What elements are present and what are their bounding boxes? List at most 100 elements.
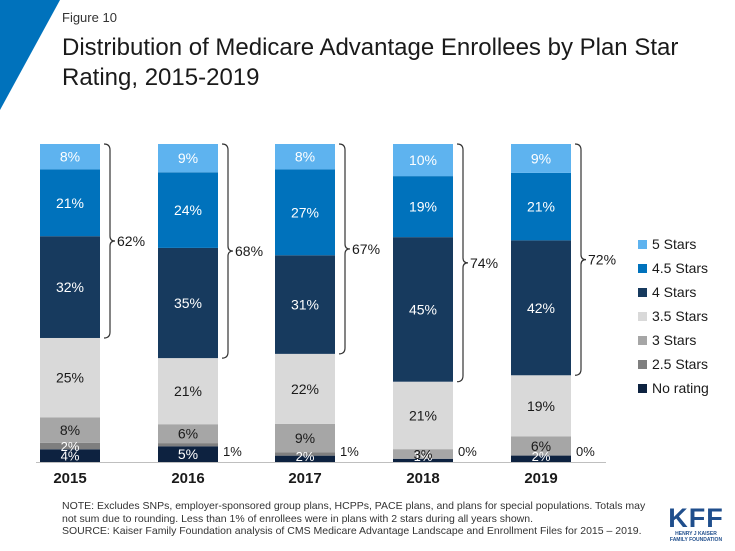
- data-label: 32%: [56, 279, 84, 295]
- legend-label: 2.5 Stars: [652, 356, 709, 372]
- source-text: SOURCE: Kaiser Family Foundation analysi…: [62, 525, 642, 537]
- bar-segment: [511, 144, 571, 173]
- data-label: 8%: [60, 422, 80, 438]
- data-label: 22%: [291, 381, 319, 397]
- x-tick-label: 2016: [171, 470, 204, 487]
- legend-item: 4.5 Stars: [638, 256, 709, 280]
- x-tick-label: 2017: [288, 470, 321, 487]
- bar-segment: [275, 144, 335, 170]
- four-plus-bracket: [574, 143, 587, 376]
- bar-segment: [40, 144, 100, 170]
- chart-title: Distribution of Medicare Advantage Enrol…: [62, 34, 679, 91]
- bar-segment: [393, 237, 453, 382]
- bar-segment: [275, 455, 335, 462]
- bar-segment: [158, 247, 218, 359]
- bar-segment: [393, 144, 453, 177]
- data-label: 2%: [61, 439, 80, 454]
- bar-segment: [158, 358, 218, 425]
- four-plus-bracket: [338, 143, 351, 355]
- data-label: 27%: [291, 204, 319, 220]
- bar-segment: [40, 449, 100, 462]
- bar-segment: [40, 442, 100, 450]
- outside-label: 0%: [576, 444, 595, 459]
- four-plus-total: 67%: [352, 241, 380, 257]
- bar-segment: [393, 381, 453, 450]
- data-label: 10%: [409, 152, 437, 168]
- data-label: 24%: [174, 202, 202, 218]
- bar-segment: [393, 449, 453, 459]
- bar-segment: [40, 337, 100, 418]
- data-label: 21%: [409, 407, 437, 423]
- logo-sub-1: HENRY J KAISER: [675, 531, 717, 537]
- legend-swatch: [638, 263, 647, 273]
- data-label: 19%: [527, 398, 555, 414]
- figure-label: Figure 10: [62, 10, 117, 25]
- data-label: 21%: [527, 199, 555, 215]
- four-plus-bracket: [103, 143, 116, 339]
- legend-swatch: [638, 287, 647, 297]
- kff-logo: KFF HENRY J KAISER FAMILY FOUNDATION: [665, 503, 727, 544]
- data-label: 35%: [174, 295, 202, 311]
- four-plus-total: 72%: [588, 252, 616, 268]
- bar-segment: [511, 240, 571, 376]
- legend: 5 Stars 4.5 Stars 4 Stars 3.5 Stars 3 Stars 2…: [638, 232, 709, 400]
- data-label: 21%: [174, 383, 202, 399]
- legend-swatch: [638, 359, 647, 369]
- data-label: 8%: [60, 149, 80, 165]
- data-label: 31%: [291, 297, 319, 313]
- data-label: 21%: [56, 195, 84, 211]
- four-plus-total: 74%: [470, 255, 498, 271]
- outside-label: 1%: [340, 444, 359, 459]
- bar-segment: [511, 455, 571, 462]
- four-plus-total: 68%: [235, 243, 263, 259]
- logo-mark: KFF: [668, 503, 724, 533]
- data-label: 1%: [414, 449, 433, 464]
- data-label: 25%: [56, 370, 84, 386]
- bar-segment: [393, 458, 453, 462]
- legend-item: 5 Stars: [638, 232, 709, 256]
- bar-segment: [275, 353, 335, 424]
- bar-segment: [158, 443, 218, 447]
- bar-segment: [511, 375, 571, 437]
- legend-label: No rating: [652, 380, 709, 396]
- data-label: 9%: [531, 150, 551, 166]
- bar-segment: [511, 172, 571, 241]
- data-label: 8%: [295, 149, 315, 165]
- corner-accent: [0, 0, 60, 110]
- data-label: 6%: [531, 438, 551, 454]
- legend-swatch: [638, 335, 647, 345]
- outside-label: 1%: [223, 444, 242, 459]
- data-label: 9%: [295, 430, 315, 446]
- footnote: NOTE: Excludes SNPs, employer-sponsored …: [62, 500, 662, 538]
- bar-segment: [158, 172, 218, 248]
- legend-swatch: [638, 311, 647, 321]
- outside-label: 0%: [458, 444, 477, 459]
- data-label: 3%: [414, 447, 433, 462]
- data-label: 4%: [61, 449, 80, 464]
- bar-segment: [275, 452, 335, 456]
- x-tick-label: 2019: [524, 470, 557, 487]
- data-label: 2%: [532, 449, 551, 464]
- legend-item: 3.5 Stars: [638, 304, 709, 328]
- legend-item: 3 Stars: [638, 328, 709, 352]
- bar-segment: [393, 176, 453, 238]
- legend-item: 2.5 Stars: [638, 352, 709, 376]
- bar-segment: [40, 236, 100, 338]
- legend-label: 4 Stars: [652, 284, 697, 300]
- legend-label: 4.5 Stars: [652, 260, 709, 276]
- data-label: 42%: [527, 300, 555, 316]
- data-label: 9%: [178, 150, 198, 166]
- x-tick-label: 2018: [406, 470, 439, 487]
- bar-segment: [511, 436, 571, 456]
- bar-segment: [275, 423, 335, 453]
- data-label: 5%: [178, 446, 198, 462]
- bar-segment: [158, 446, 218, 462]
- bar-segment: [158, 144, 218, 173]
- data-label: 6%: [178, 426, 198, 442]
- bar-segment: [275, 169, 335, 256]
- bar-segment: [158, 424, 218, 444]
- logo-sub-2: FAMILY FOUNDATION: [669, 537, 723, 543]
- x-tick-label: 2015: [53, 470, 86, 487]
- legend-label: 5 Stars: [652, 236, 697, 252]
- data-label: 19%: [409, 199, 437, 215]
